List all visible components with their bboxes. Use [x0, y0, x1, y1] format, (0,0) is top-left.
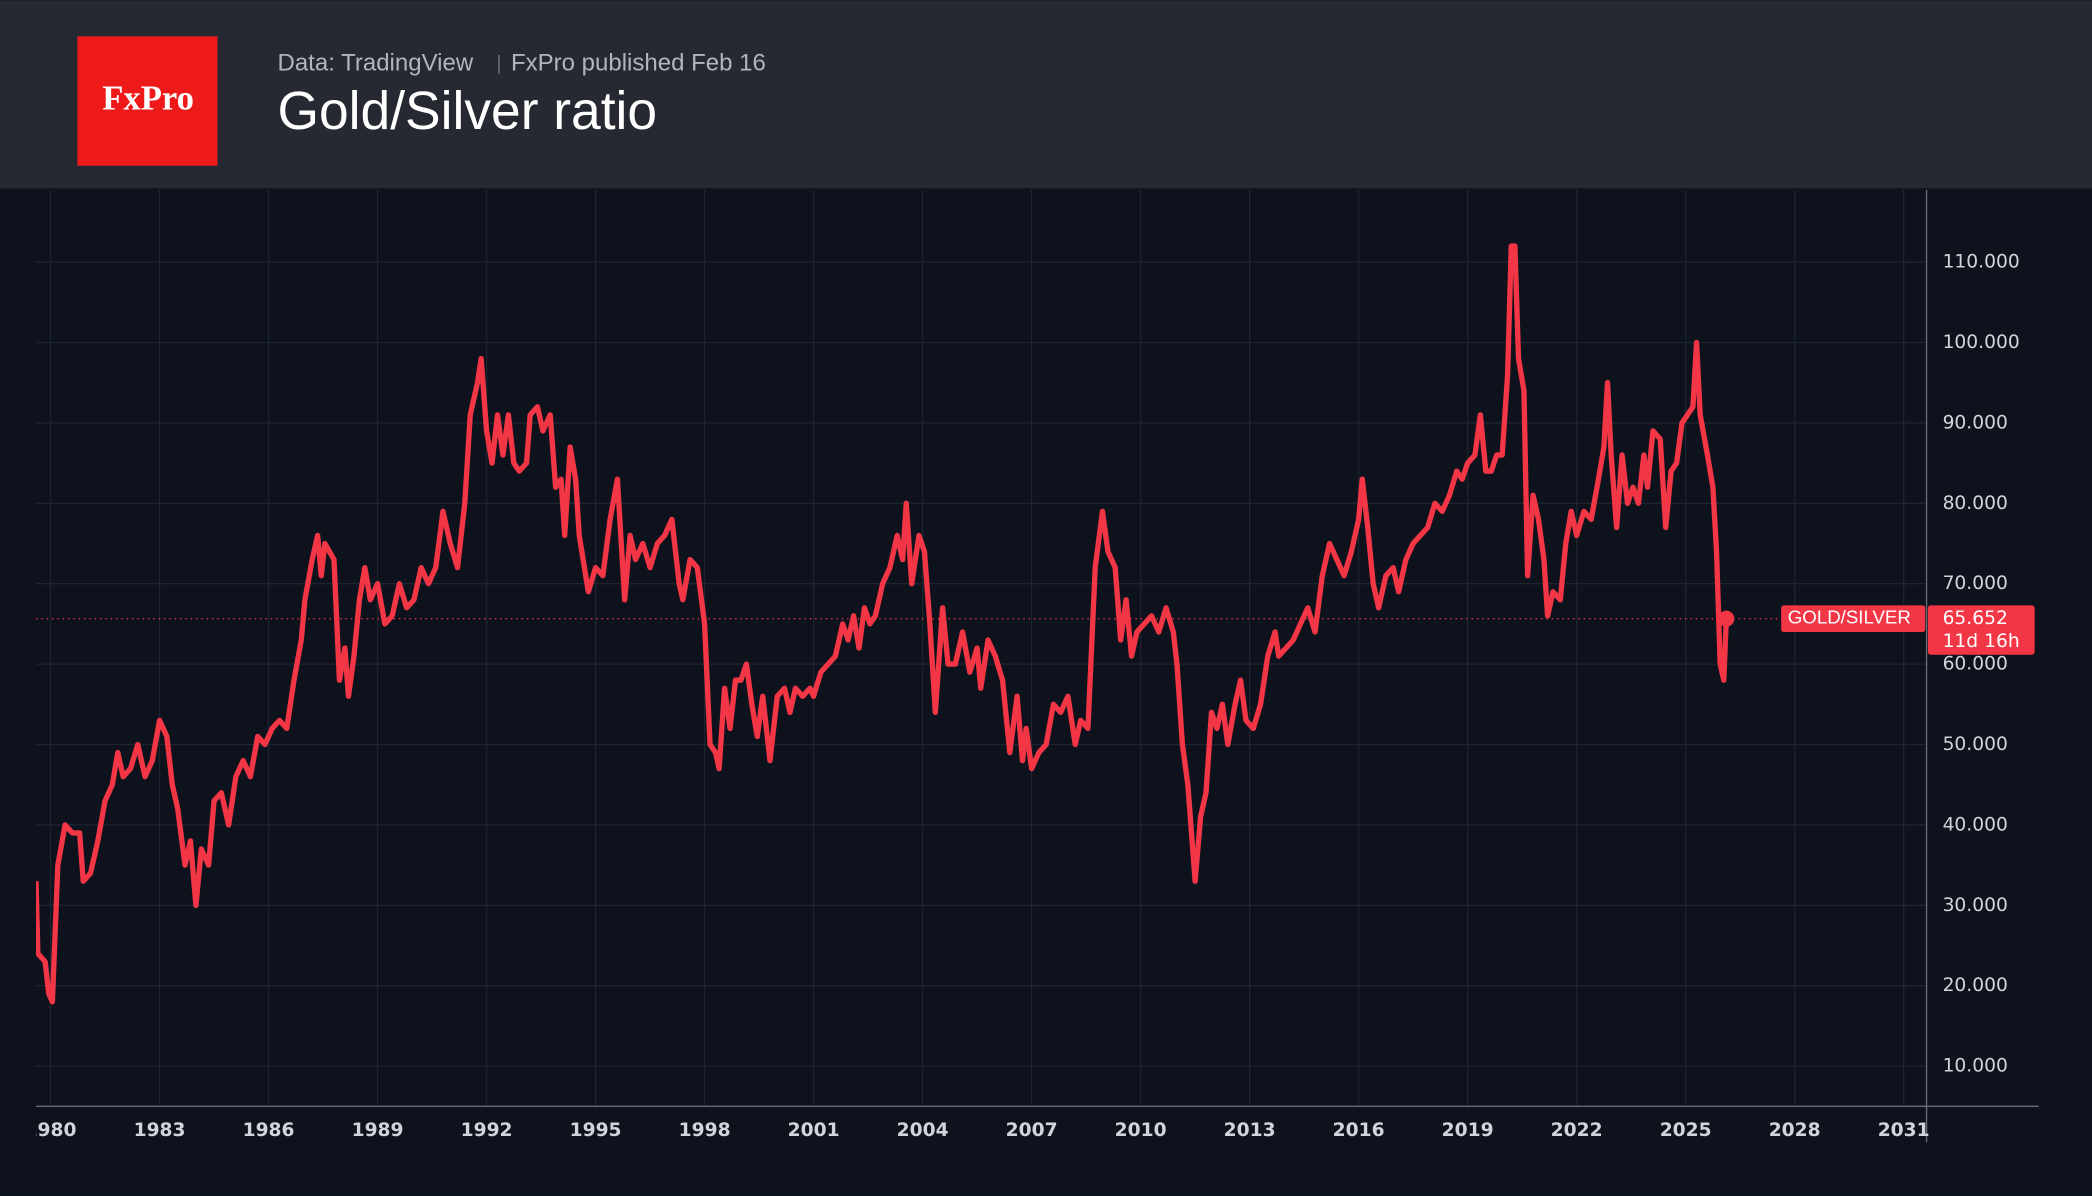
published: FxPro published Feb 16 [511, 50, 766, 77]
overlay: 10.000 20.000 30.000 40.000 50.000 60.000 70.0… [36, 252, 2035, 1077]
x-tick-label: 1986 [243, 1120, 295, 1141]
y-tick-label: 40.000 [1943, 814, 2008, 835]
plot [36, 243, 1730, 1005]
y-tick-label: 20.000 [1943, 975, 2008, 996]
y-tick-label: 70.000 [1943, 573, 2008, 594]
last-point [1718, 610, 1735, 627]
y-tick-label: 50.000 [1943, 734, 2008, 755]
x-tick-label: 1992 [461, 1120, 513, 1141]
x-tick-label: 2022 [1551, 1120, 1603, 1141]
x-tick-label: 2025 [1660, 1120, 1712, 1141]
x-tick-label: 2007 [1006, 1120, 1058, 1141]
x-tick-label: 2019 [1442, 1120, 1494, 1141]
source: Data: TradingView [278, 50, 474, 77]
name-tag [1781, 605, 1926, 633]
x-tick-label: 2001 [788, 1120, 840, 1141]
x-tick-label: 2010 [1115, 1120, 1167, 1141]
y-tick-label: 80.000 [1943, 493, 2008, 514]
y-tick-label: 30.000 [1943, 895, 2008, 916]
last-value: 65.652 [1943, 608, 2008, 629]
logo: FxPro [102, 79, 194, 118]
x-tick-label: 2016 [1333, 1120, 1385, 1141]
y-tick-label: 100.000 [1943, 332, 2020, 353]
x-tick-label: 1998 [679, 1120, 731, 1141]
series-name: GOLD/SILVER [1788, 607, 1911, 628]
chart-title: Gold/Silver ratio [278, 82, 658, 141]
x-tick-label: 2028 [1769, 1120, 1821, 1141]
y-tick-label: 110.000 [1943, 252, 2020, 273]
countdown: 11d 16h [1943, 631, 2020, 652]
x-tick-label: 1983 [134, 1120, 186, 1141]
x-tick-label: 1980 [25, 1120, 77, 1141]
series-line [36, 243, 1730, 1005]
header-bar [0, 0, 2092, 189]
price-tag [1927, 605, 2035, 655]
y-tick-label: 90.000 [1943, 412, 2008, 433]
y-tick-label: 10.000 [1943, 1056, 2008, 1077]
x-axis-labels: 1980 1983 1986 1989 1992 1995 1998 2001 2004 2007… [25, 1120, 1930, 1141]
x-tick-label: 2013 [1224, 1120, 1276, 1141]
logo-box [77, 36, 218, 166]
grid [36, 189, 1927, 1107]
x-tick-label: 1995 [570, 1120, 622, 1141]
y-tick-label: 60.000 [1943, 654, 2008, 675]
x-tick-label: 2031 [1878, 1120, 1930, 1141]
x-tick-label: 2004 [897, 1120, 949, 1141]
x-tick-label: 1989 [352, 1120, 404, 1141]
